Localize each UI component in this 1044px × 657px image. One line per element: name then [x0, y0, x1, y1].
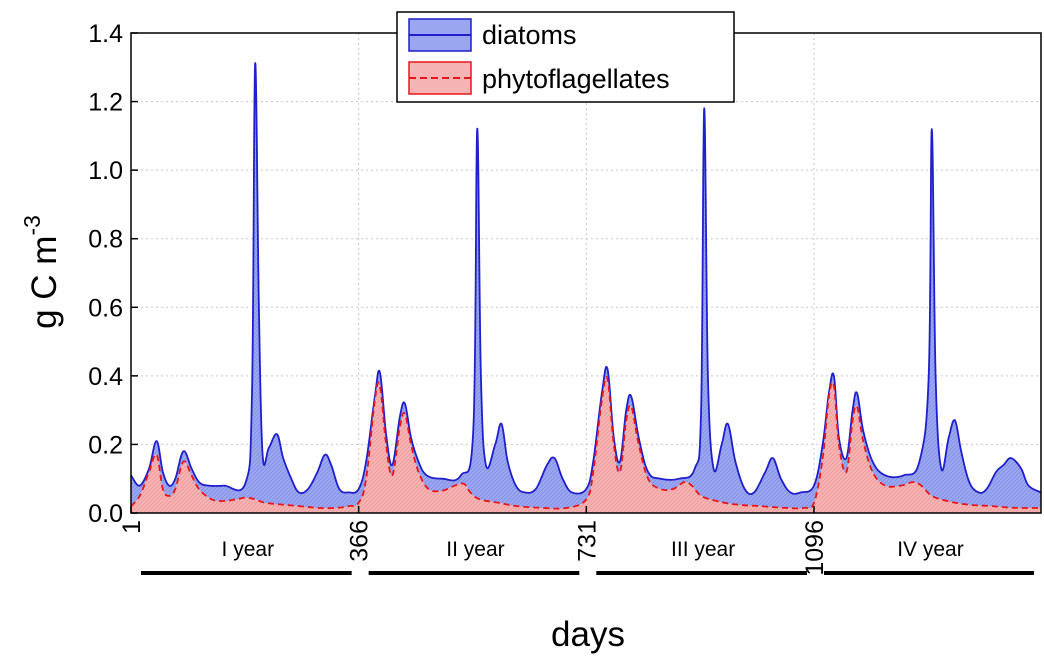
phytoflagellates-line — [130, 375, 1042, 510]
x-tick-label: 1 — [118, 520, 146, 534]
y-axis-title-base: g C m — [25, 236, 64, 329]
x-tick-label: 1096 — [801, 520, 829, 576]
y-tick-label: 0.8 — [88, 226, 123, 254]
grid-lines — [131, 33, 1041, 513]
x-tick-label: 366 — [346, 520, 374, 562]
y-axis-ticks: 0.0 0.2 0.4 0.6 0.8 1.0 1.2 1.4 — [88, 20, 138, 528]
y-tick-label: 0.4 — [88, 363, 123, 391]
year-label: II year — [446, 538, 504, 561]
legend-label-diatoms: diatoms — [482, 20, 577, 50]
y-tick-label: 0.0 — [88, 500, 123, 528]
y-tick-label: 1.0 — [88, 157, 123, 185]
y-tick-label: 1.4 — [88, 20, 123, 48]
x-axis-title: days — [551, 615, 625, 654]
legend-label-phytoflagellates: phytoflagellates — [482, 64, 670, 94]
year-label: I year — [222, 538, 275, 561]
legend: diatoms phytoflagellates — [396, 11, 735, 103]
y-tick-label: 0.2 — [88, 431, 123, 459]
year-labels: I year II year III year IV year — [141, 538, 1034, 575]
x-axis-ticks: 1 366 731 1096 — [118, 506, 829, 576]
y-axis-title: g C m-3 — [19, 215, 64, 329]
phytoflagellates-area — [131, 376, 1041, 513]
y-tick-label: 1.2 — [88, 89, 123, 117]
y-tick-label: 0.6 — [88, 294, 123, 322]
legend-swatch-phytoflagellates — [408, 61, 472, 95]
series-areas — [130, 62, 1042, 513]
diatoms-area — [131, 62, 1041, 513]
y-axis-title-exponent: -3 — [19, 215, 45, 235]
diatoms-line — [130, 62, 1042, 496]
year-label: IV year — [897, 538, 964, 561]
year-label: III year — [671, 538, 735, 561]
x-tick-label: 731 — [573, 520, 601, 562]
